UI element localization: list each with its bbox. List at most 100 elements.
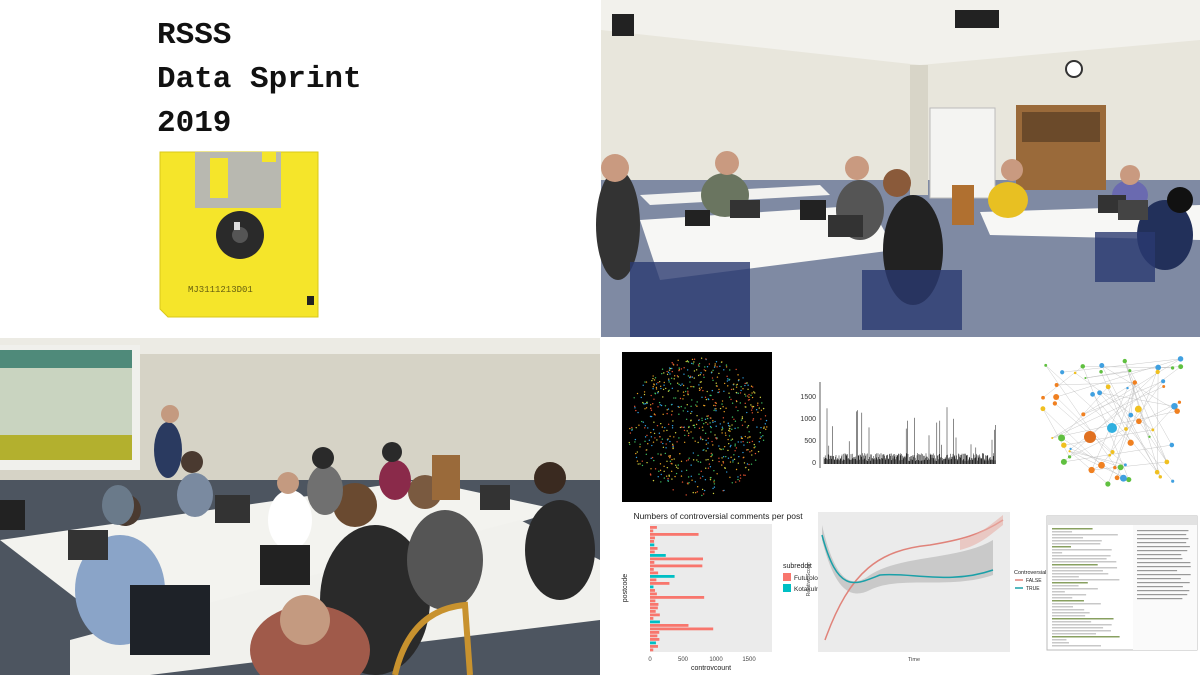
dot xyxy=(676,375,679,377)
node xyxy=(1105,384,1111,390)
dot xyxy=(634,441,636,443)
dot xyxy=(668,379,670,381)
node xyxy=(1099,370,1103,374)
dot xyxy=(650,415,653,418)
text-line xyxy=(1137,574,1191,576)
dot xyxy=(685,494,687,496)
row xyxy=(1052,528,1093,530)
dot xyxy=(668,369,671,371)
title-line: Data Sprint xyxy=(157,62,362,97)
node xyxy=(1164,459,1170,465)
dot xyxy=(730,388,733,391)
dot xyxy=(705,398,708,401)
bar xyxy=(650,648,654,652)
edge xyxy=(1069,451,1126,466)
dot xyxy=(688,482,690,484)
dot xyxy=(746,382,748,384)
dot xyxy=(708,363,711,365)
dot xyxy=(672,447,674,449)
dot xyxy=(713,483,716,485)
dot xyxy=(702,438,704,441)
dot xyxy=(637,463,639,465)
dot xyxy=(715,437,717,439)
dot xyxy=(689,381,691,383)
node xyxy=(1134,405,1142,413)
dot xyxy=(691,399,693,401)
legend-swatch xyxy=(783,573,791,581)
dot xyxy=(723,369,725,371)
node xyxy=(1114,475,1120,481)
dot xyxy=(747,469,750,471)
row xyxy=(1052,573,1109,575)
dot xyxy=(650,409,653,411)
dot xyxy=(705,443,708,445)
dot xyxy=(696,459,698,461)
dot xyxy=(735,368,737,371)
dot xyxy=(667,378,670,380)
dot xyxy=(686,404,688,406)
dot xyxy=(752,418,755,420)
dot xyxy=(747,384,749,386)
dot xyxy=(673,436,675,438)
dot xyxy=(688,426,690,429)
dot xyxy=(663,477,666,479)
dot xyxy=(727,422,729,425)
bar xyxy=(650,540,655,543)
dot xyxy=(644,436,647,438)
bar xyxy=(650,634,658,638)
dot xyxy=(707,423,709,425)
dot xyxy=(666,373,669,376)
tick-label: 1500 xyxy=(800,394,816,401)
node xyxy=(1177,356,1184,362)
dot xyxy=(654,437,656,439)
dot xyxy=(689,376,691,379)
node xyxy=(1080,364,1086,369)
edge xyxy=(1045,365,1124,479)
node xyxy=(1123,463,1127,467)
dot xyxy=(671,403,673,406)
dot xyxy=(718,388,720,391)
dot xyxy=(669,383,672,385)
dot xyxy=(728,392,730,394)
dot xyxy=(662,413,664,416)
text-line xyxy=(1137,530,1189,532)
dot xyxy=(680,475,683,477)
dot xyxy=(688,457,690,459)
dot xyxy=(629,427,631,430)
dot xyxy=(690,431,692,433)
dot xyxy=(653,432,656,435)
node xyxy=(1098,461,1105,469)
dot xyxy=(763,426,765,428)
dot xyxy=(741,416,744,418)
dot xyxy=(712,369,714,372)
node xyxy=(1158,475,1162,479)
dot xyxy=(697,441,699,444)
dot xyxy=(737,441,739,443)
node xyxy=(1041,395,1045,400)
dot xyxy=(705,467,707,469)
dot xyxy=(671,410,673,412)
dot xyxy=(672,445,674,448)
dot xyxy=(665,475,668,477)
dot xyxy=(723,421,725,423)
dot xyxy=(725,407,727,409)
dot xyxy=(649,404,652,406)
row xyxy=(1052,630,1111,632)
dot xyxy=(680,405,682,408)
dot xyxy=(751,440,754,443)
row xyxy=(1052,570,1103,572)
dot xyxy=(724,467,726,469)
bar xyxy=(650,617,654,620)
dot xyxy=(757,411,759,414)
dot xyxy=(737,427,739,429)
dot xyxy=(727,385,729,387)
dot xyxy=(737,374,739,376)
dot xyxy=(734,445,736,447)
dot xyxy=(723,410,725,413)
dot xyxy=(744,384,746,387)
dot xyxy=(690,419,692,421)
dot xyxy=(681,383,683,385)
dot xyxy=(674,475,676,478)
dot xyxy=(752,419,754,421)
dot xyxy=(629,432,632,434)
